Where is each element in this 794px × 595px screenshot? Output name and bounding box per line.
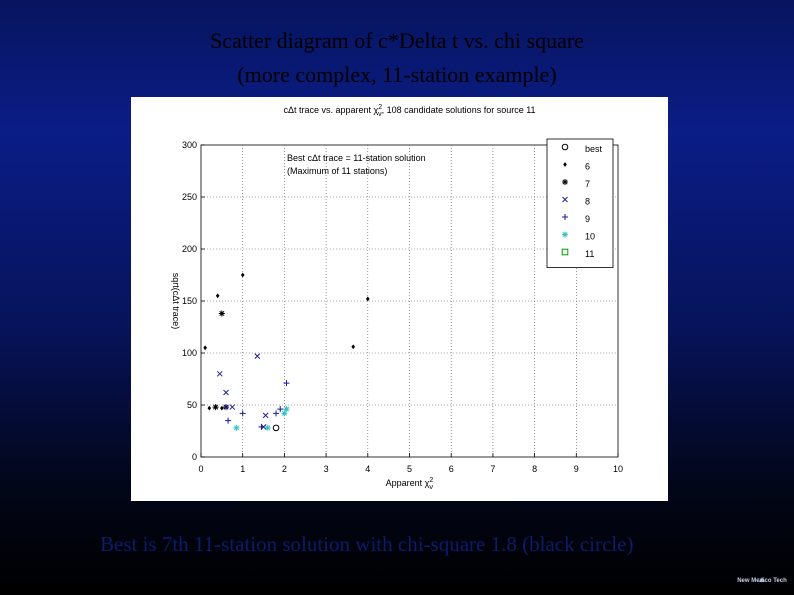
x-tick-label: 2 — [282, 464, 287, 474]
legend-label-7: 7 — [585, 179, 590, 189]
legend-label-8: 8 — [585, 197, 590, 207]
y-axis-label: sqrt(cΔt trace) — [171, 273, 181, 330]
logo: New Mexico Tech — [732, 571, 792, 589]
legend-label-9: 9 — [585, 214, 590, 224]
logo-emblem-icon — [759, 577, 765, 582]
data-point-series-10 — [233, 424, 240, 431]
logo-text: New Mexico Tech — [737, 578, 787, 584]
annotation-line-2: (Maximum of 11 stations) — [287, 166, 387, 176]
data-point-series-6 — [207, 405, 212, 411]
x-tick-label: 9 — [574, 464, 579, 474]
y-tick-label: 150 — [182, 296, 197, 306]
data-point-series-6 — [366, 296, 370, 302]
data-point-series-9 — [283, 380, 290, 387]
y-tick-label: 250 — [182, 192, 197, 202]
chart-title: cΔt trace vs. apparent χ2 ν, 108 candidat… — [283, 104, 535, 118]
legend-label-11: 11 — [585, 249, 594, 259]
data-point-series-9 — [239, 410, 246, 417]
data-point-series-9 — [223, 404, 230, 411]
y-tick-label: 50 — [187, 400, 197, 410]
data-point-series-10 — [283, 406, 290, 413]
legend-label-best: best — [585, 144, 603, 154]
data-point-series-6 — [351, 344, 356, 350]
figure-panel: 0 1 2 3 4 5 6 7 8 9 10 0 50 100 150 200 250 300 cΔt trace … — [131, 97, 668, 501]
data-point-series-8 — [262, 412, 269, 419]
data-point-series-9 — [273, 410, 280, 417]
x-tick-label: 5 — [407, 464, 412, 474]
data-point-series-8 — [254, 353, 261, 359]
y-tick-label: 100 — [182, 348, 197, 358]
x-axis-label: Apparent χ2 ν — [386, 477, 434, 491]
data-point-series-9 — [258, 423, 265, 430]
x-tick-label: 4 — [365, 464, 370, 474]
x-tick-label: 3 — [324, 464, 329, 474]
data-point-series-8 — [229, 404, 236, 410]
data-point-series-10 — [264, 424, 271, 431]
footer-caption: Best is 7th 11-station solution with chi… — [100, 532, 634, 556]
x-tick-label: 8 — [532, 464, 537, 474]
legend-marker-10 — [562, 231, 568, 238]
x-tick-label: 1 — [240, 464, 245, 474]
y-tick-label: 0 — [192, 452, 197, 462]
x-tick-label: 7 — [490, 464, 495, 474]
data-point-series-8 — [216, 370, 223, 377]
data-point-series-10 — [281, 410, 288, 417]
legend-label-6: 6 — [585, 162, 590, 172]
slide-title-line-1: Scatter diagram of c*Delta t vs. chi squ… — [210, 28, 584, 53]
x-tick-label: 10 — [613, 464, 623, 474]
y-tick-label: 200 — [182, 244, 197, 254]
data-point-series-6 — [220, 405, 224, 411]
data-point-series-8 — [223, 389, 229, 396]
legend-marker-7 — [562, 179, 568, 185]
legend-marker-8 — [562, 196, 568, 203]
data-point-series-7 — [212, 404, 219, 411]
data-point-series-best — [272, 424, 280, 432]
x-tick-label: 6 — [449, 464, 454, 474]
annotation-line-1: Best cΔt trace = 11-station solution — [287, 153, 426, 163]
legend-marker-best — [561, 143, 569, 151]
slide-title-line-2: (more complex, 11-station example) — [237, 62, 557, 87]
y-tick-label: 300 — [182, 140, 197, 150]
legend-label-10: 10 — [585, 232, 595, 242]
legend-marker-11 — [561, 248, 569, 256]
data-point-series-6 — [215, 293, 220, 299]
legend-box — [546, 138, 614, 268]
data-point-series-9 — [277, 406, 284, 413]
data-point-series-9 — [225, 417, 232, 424]
data-point-series-7 — [218, 310, 225, 317]
x-tick-label: 0 — [198, 464, 203, 474]
legend-marker-9 — [562, 214, 568, 220]
